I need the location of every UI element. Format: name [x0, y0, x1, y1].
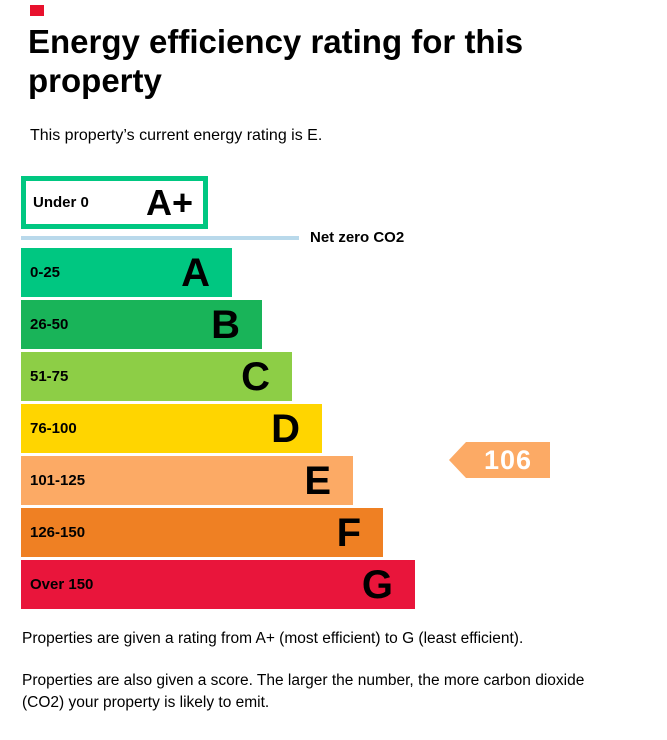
band-range: 26-50 — [30, 316, 69, 333]
band-range: Over 150 — [30, 576, 94, 593]
band-e: 101-125 E — [21, 456, 353, 505]
band-range: 101-125 — [30, 472, 86, 489]
band-a-plus-letter: A+ — [145, 181, 193, 223]
band-a: 0-25 A — [21, 248, 232, 297]
band-a-plus: Under 0 A+ — [21, 176, 208, 229]
rating-explanation: Properties are given a rating from A+ (m… — [22, 630, 524, 647]
current-score-indicator: 106 — [449, 442, 550, 478]
band-letter: A — [181, 250, 210, 295]
band-g: Over 150 G — [21, 560, 415, 609]
rating-bands: 0-25 A 26-50 B 51-75 C 76-100 D 101-125 E 126-150 F… — [21, 248, 415, 612]
band-a-plus-range: Under 0 — [33, 194, 89, 211]
indicator-arrow-tip-icon — [449, 442, 466, 478]
band-letter: D — [271, 406, 300, 451]
net-zero-line — [21, 236, 299, 240]
band-range: 51-75 — [30, 368, 69, 385]
current-rating-text: This property’s current energy rating is… — [30, 127, 323, 144]
band-letter: F — [336, 510, 361, 555]
band-range: 126-150 — [30, 524, 86, 541]
current-score-value: 106 — [466, 442, 550, 478]
band-f: 126-150 F — [21, 508, 383, 557]
band-range: 0-25 — [30, 264, 61, 281]
page-title: Energy efficiency rating for this proper… — [28, 23, 524, 99]
band-range: 76-100 — [30, 420, 77, 437]
red-marker — [30, 5, 44, 16]
score-explanation: Properties are also given a score. The l… — [22, 672, 585, 711]
band-letter: C — [241, 354, 270, 399]
band-c: 51-75 C — [21, 352, 292, 401]
net-zero-label: Net zero CO2 — [310, 229, 405, 246]
band-letter: G — [361, 562, 393, 607]
band-b: 26-50 B — [21, 300, 262, 349]
band-d: 76-100 D — [21, 404, 322, 453]
band-letter: B — [211, 302, 240, 347]
band-letter: E — [304, 458, 331, 503]
